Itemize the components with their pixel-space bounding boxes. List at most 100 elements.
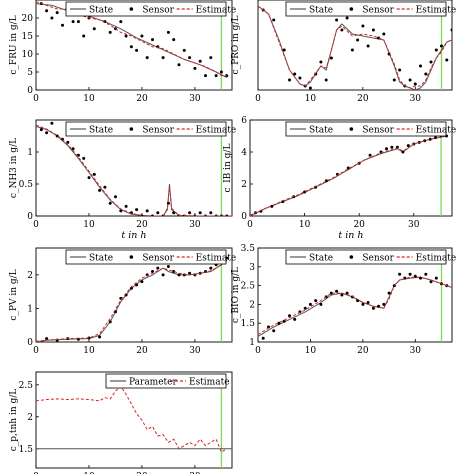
sensor-point bbox=[188, 211, 192, 215]
sensor-point bbox=[209, 211, 213, 215]
y-axis-label: c_PV in g/L bbox=[9, 269, 19, 320]
sensor-point bbox=[288, 314, 291, 318]
sensor-point bbox=[50, 16, 54, 20]
sensor-point bbox=[140, 280, 144, 284]
series-group bbox=[36, 256, 229, 342]
sensor-point bbox=[108, 30, 112, 34]
sensor-point bbox=[298, 76, 302, 80]
sensor-point bbox=[401, 150, 405, 154]
sensor-point bbox=[450, 28, 452, 32]
x-tick-label: 0 bbox=[33, 346, 39, 356]
series-state-line bbox=[36, 3, 227, 78]
sensor-point bbox=[445, 58, 449, 62]
x-tick-label: 0 bbox=[33, 220, 39, 230]
sensor-point bbox=[166, 30, 170, 34]
sensor-point bbox=[398, 68, 402, 72]
y-tick-label: 10 bbox=[22, 50, 34, 60]
y-axis-label: c_FRU in g/L bbox=[9, 15, 19, 74]
series-group bbox=[36, 385, 232, 453]
sensor-point bbox=[114, 195, 117, 199]
sensor-point bbox=[198, 211, 202, 215]
sensor-point bbox=[124, 204, 128, 208]
sensor-point bbox=[303, 306, 307, 310]
sensor-point bbox=[103, 185, 107, 189]
sensor-point bbox=[319, 302, 323, 306]
y-tick-label: 1 bbox=[27, 304, 33, 314]
sensor-point bbox=[166, 265, 170, 268]
sensor-point bbox=[429, 280, 433, 284]
sensor-point bbox=[214, 74, 218, 78]
chart-panel-3: 0 10 20 30 0 0.5 1 t in h c_NH3 in g/L State Senso… bbox=[9, 119, 236, 241]
legend-box bbox=[285, 121, 447, 137]
legend-sensor-marker bbox=[349, 127, 354, 131]
sensor-point bbox=[209, 56, 213, 60]
sensor-point bbox=[398, 272, 402, 276]
x-tick-label: 20 bbox=[136, 94, 148, 104]
sensor-point bbox=[390, 145, 394, 149]
sensor-point bbox=[385, 147, 388, 151]
sensor-point bbox=[45, 337, 49, 341]
sensor-point bbox=[182, 48, 186, 52]
sensor-point bbox=[335, 18, 339, 22]
sensor-point bbox=[288, 78, 291, 82]
x-tick-label: 30 bbox=[410, 94, 422, 104]
y-tick-label: 3.5 bbox=[241, 244, 256, 254]
x-tick-label: 10 bbox=[305, 94, 317, 104]
x-tick-label: 20 bbox=[136, 220, 148, 230]
x-tick-label: 30 bbox=[189, 220, 201, 230]
y-tick-label: 5 bbox=[27, 68, 33, 78]
y-tick-label: 3 bbox=[249, 263, 255, 273]
x-tick-label: 30 bbox=[189, 94, 201, 104]
axes-frame bbox=[257, 247, 453, 343]
y-tick-label: 1.5 bbox=[241, 319, 256, 329]
y-tick-label: 1 bbox=[27, 148, 33, 158]
chart-panel-2: 0 10 20 30 c_PRO in g/L State Sensor Estimate bbox=[231, 0, 456, 104]
legend-sensor-label: Sensor bbox=[362, 254, 394, 264]
legend-box bbox=[65, 121, 227, 137]
chart-panel-6: 0 10 20 30 1 1.5 2 2.5 3 3.5 c_BIO in g/L State Sens… bbox=[231, 244, 456, 356]
x-tick-label: 0 bbox=[247, 220, 253, 230]
axes-frame bbox=[35, 247, 233, 343]
sensor-point bbox=[413, 82, 417, 86]
x-axis-label: t in h bbox=[338, 230, 363, 241]
sensor-point bbox=[329, 291, 333, 295]
sensor-point bbox=[345, 291, 349, 295]
sensor-point bbox=[366, 44, 370, 48]
series-state-line bbox=[258, 5, 452, 90]
series-group bbox=[36, 121, 232, 216]
y-axis-label: c_BIO in g/L bbox=[231, 267, 241, 323]
x-tick-label: 20 bbox=[136, 472, 148, 474]
sensor-point bbox=[361, 24, 365, 28]
sensor-point bbox=[119, 209, 123, 213]
sensor-point bbox=[209, 266, 213, 270]
x-tick-label: 30 bbox=[410, 346, 422, 356]
legend-sensor-label: Sensor bbox=[362, 6, 394, 16]
legend-estimate-label: Estimate bbox=[416, 254, 457, 264]
legend-sensor-label: Sensor bbox=[142, 6, 174, 16]
y-tick-label: 2 bbox=[241, 180, 247, 190]
sensor-point bbox=[156, 211, 160, 215]
legend-state-label: State bbox=[309, 6, 333, 16]
sensor-point bbox=[371, 306, 375, 310]
sensor-point bbox=[424, 272, 428, 276]
legend-sensor-marker bbox=[129, 255, 134, 259]
sensor-point bbox=[82, 156, 86, 160]
sensor-point bbox=[346, 166, 350, 170]
sensor-point bbox=[440, 44, 443, 48]
series-group bbox=[36, 1, 229, 78]
sensor-point bbox=[282, 48, 286, 52]
sensor-point bbox=[193, 66, 197, 70]
sensor-point bbox=[71, 147, 75, 151]
x-tick-label: 20 bbox=[357, 94, 369, 104]
series-state-line bbox=[250, 135, 447, 216]
sensor-point bbox=[261, 336, 265, 340]
sensor-point bbox=[161, 56, 165, 60]
x-tick-label: 20 bbox=[353, 220, 365, 230]
series-estimate-line bbox=[36, 124, 232, 216]
x-axis-label: t in h bbox=[121, 230, 146, 241]
sensor-point bbox=[204, 74, 207, 78]
x-tick-label: 10 bbox=[83, 346, 95, 356]
sensor-point bbox=[335, 289, 339, 293]
sensor-point bbox=[135, 208, 139, 212]
series-group bbox=[258, 5, 452, 90]
